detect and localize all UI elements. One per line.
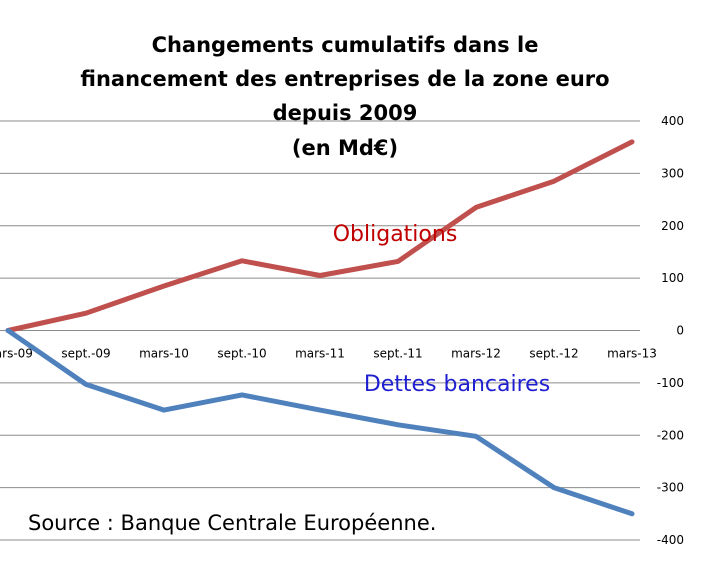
y-tick-label: -400 (657, 533, 684, 547)
title-line-2: financement des entreprises de la zone e… (80, 67, 609, 91)
y-tick-label: -300 (657, 481, 684, 495)
x-tick-label: sept.-09 (61, 347, 110, 361)
y-tick-label: -100 (657, 376, 684, 390)
x-tick-label: mars-10 (139, 347, 189, 361)
y-tick-label: 0 (676, 324, 684, 338)
x-tick-label: mars-09 (0, 347, 33, 361)
x-tick-label: mars-11 (295, 347, 345, 361)
y-tick-label: 200 (661, 219, 684, 233)
x-tick-label: sept.-10 (217, 347, 266, 361)
series-line-obligations (5, 139, 635, 333)
title-line-1: Changements cumulatifs dans le (152, 33, 539, 57)
chart-title: Changements cumulatifs dans le financeme… (80, 33, 609, 160)
x-tick-label: mars-12 (451, 347, 501, 361)
x-axis-ticks: mars-09 sept.-09 mars-10 sept.-10 mars-11 sep… (0, 347, 657, 361)
title-line-4: (en Md€) (292, 136, 398, 160)
y-tick-label: 400 (661, 114, 684, 128)
x-tick-label: sept.-11 (373, 347, 422, 361)
gridlines (0, 120, 640, 541)
y-axis-ticks: 400 300 200 100 0 -100 -200 -300 -400 (657, 114, 684, 547)
series-line-dettes-bancaires (5, 328, 635, 517)
source-annotation: Source : Banque Centrale Européenne. (28, 511, 436, 535)
title-line-3: depuis 2009 (273, 101, 418, 125)
x-tick-label: sept.-12 (529, 347, 578, 361)
series-lines (5, 139, 635, 517)
series-label-obligations: Obligations (333, 222, 458, 247)
x-tick-label: mars-13 (607, 347, 657, 361)
y-tick-label: -200 (657, 428, 684, 442)
y-tick-label: 100 (661, 271, 684, 285)
y-tick-label: 300 (661, 166, 684, 180)
series-label-dettes-bancaires: Dettes bancaires (364, 372, 550, 397)
